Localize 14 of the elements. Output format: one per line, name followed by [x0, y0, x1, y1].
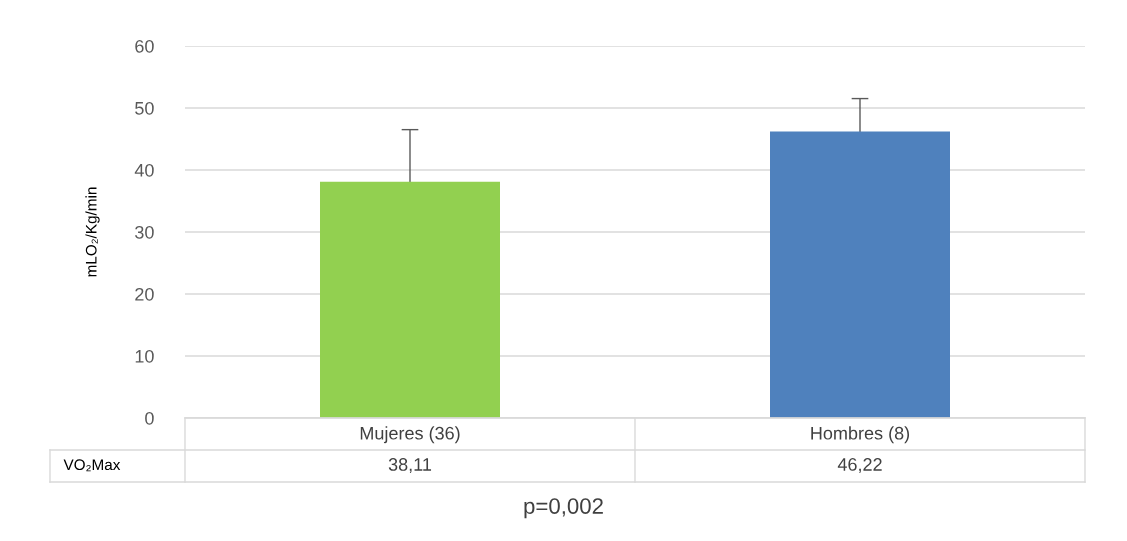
y-tick-label: 20 — [135, 287, 154, 301]
y-tick-label: 30 — [135, 225, 154, 239]
y-tick-label: 0 — [145, 411, 154, 425]
y-tick-label: 40 — [134, 163, 154, 177]
x-tick-label: Hombres (8) — [811, 426, 910, 444]
data-label: 46,22 — [837, 458, 882, 473]
data-label: 38,11 — [388, 458, 432, 473]
y-tick-label: 60 — [135, 39, 154, 53]
y-tick-label: 10 — [135, 349, 154, 363]
x-tick-label: Mujeres (36) — [360, 426, 460, 444]
y-tick-label: 50 — [135, 101, 154, 115]
y-axis-title: mLO₂/Kg/min — [85, 187, 100, 277]
text: VO₂Max — [63, 459, 121, 472]
text: p=0,002 — [524, 498, 603, 519]
